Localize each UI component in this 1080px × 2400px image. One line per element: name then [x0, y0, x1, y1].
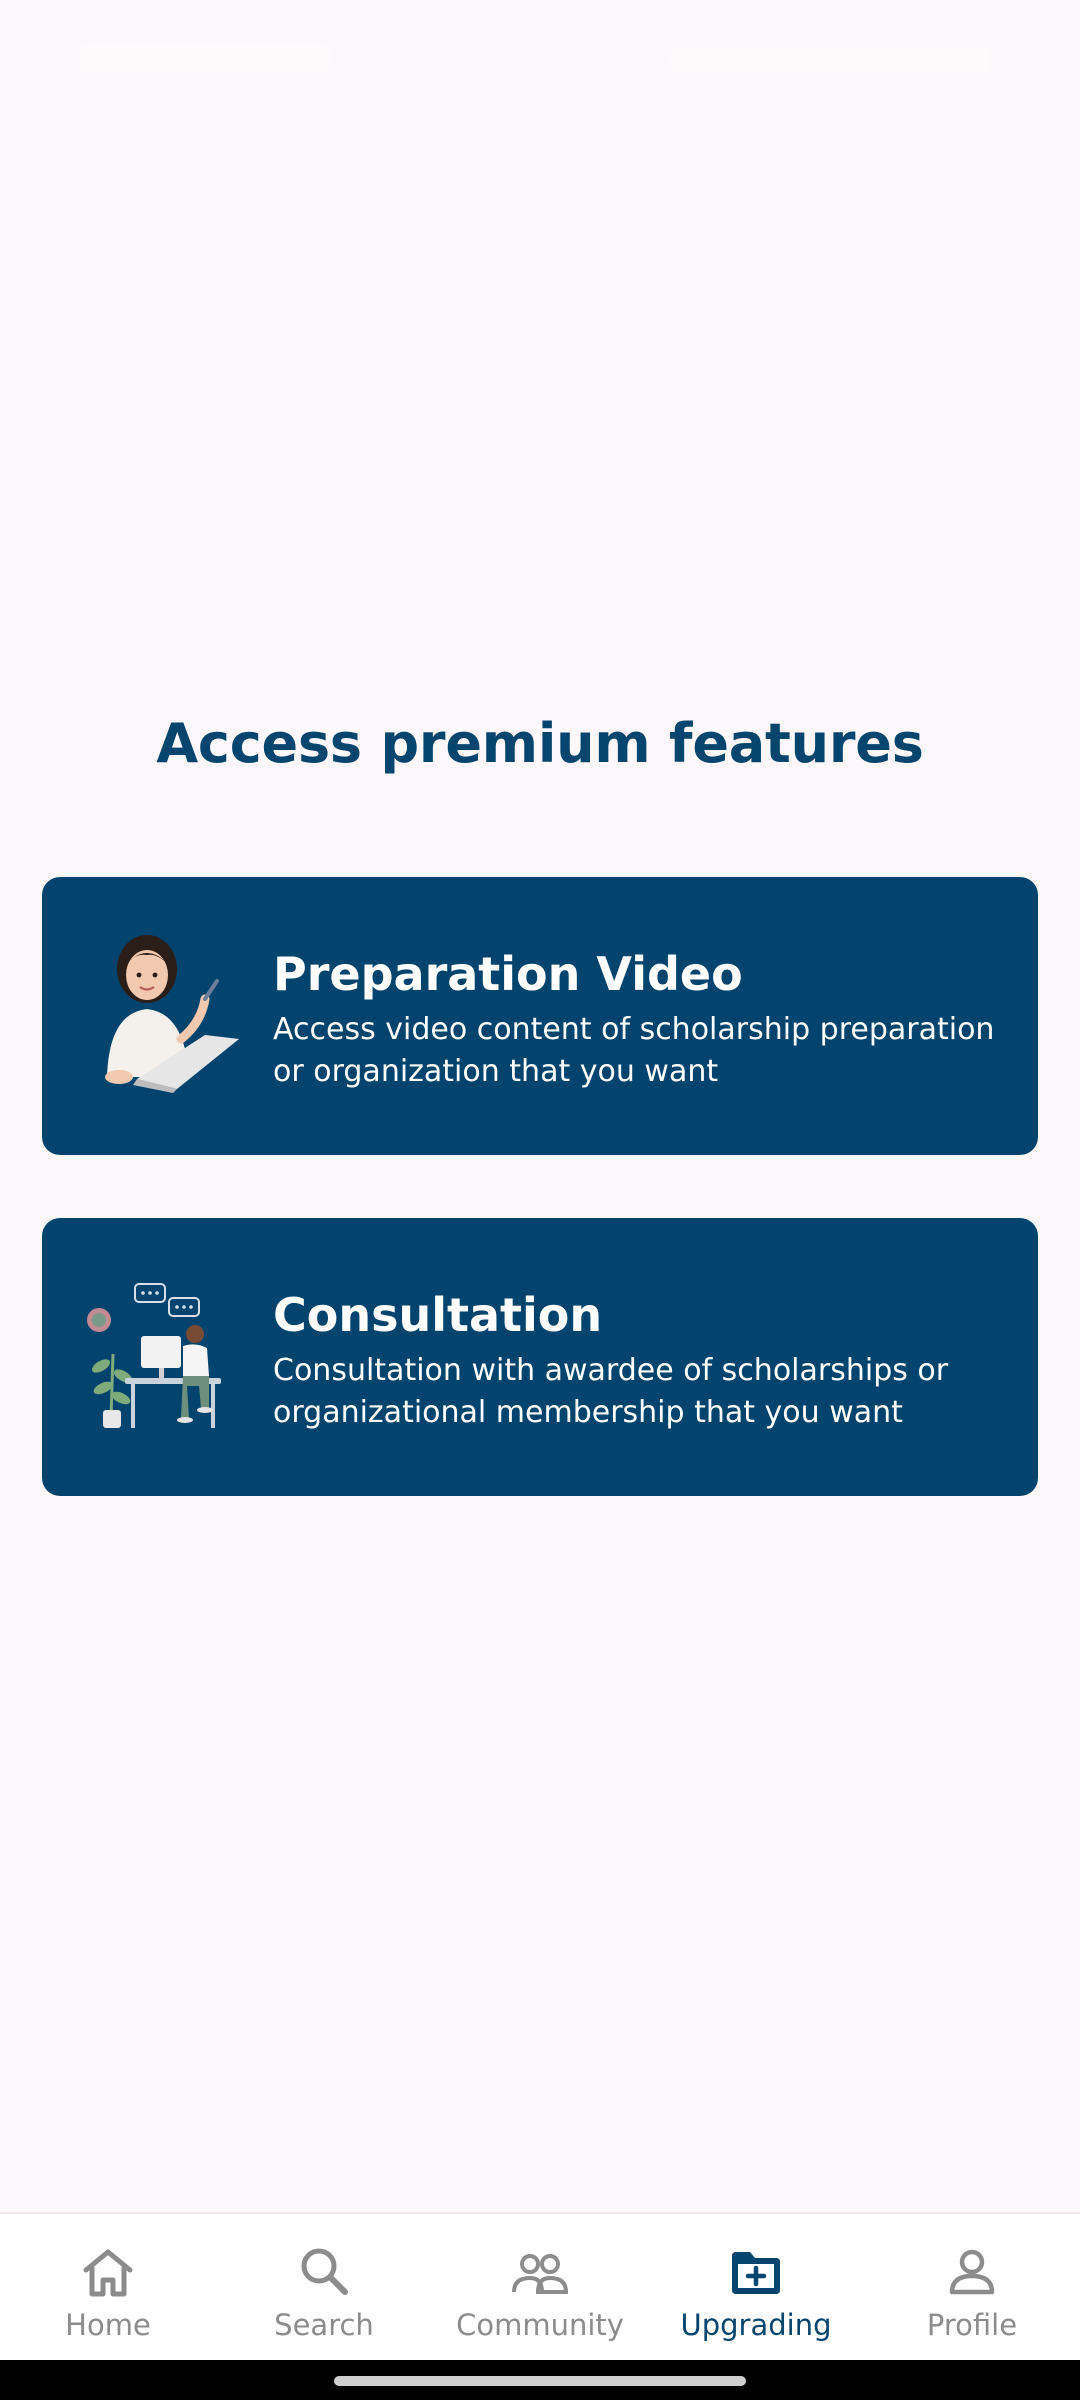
nav-label-profile: Profile	[926, 2308, 1018, 2342]
consultation-title: Consultation	[273, 1288, 603, 1342]
folder-plus-icon	[726, 2242, 786, 2302]
gesture-handle[interactable]	[334, 2376, 746, 2386]
nav-label-community: Community	[456, 2308, 624, 2342]
preparation-video-card[interactable]: Preparation Video Access video content o…	[42, 877, 1038, 1155]
preparation-video-title: Preparation Video	[273, 947, 743, 1001]
nav-item-home[interactable]: Home	[0, 2214, 216, 2362]
nav-label-search: Search	[274, 2308, 374, 2342]
search-icon	[294, 2242, 354, 2302]
status-bar-left	[80, 44, 330, 74]
page-title: Access premium features	[156, 712, 924, 775]
nav-label-home: Home	[65, 2308, 151, 2342]
bottom-navigation: Home Search Community	[0, 2212, 1080, 2362]
home-icon	[78, 2242, 138, 2302]
status-bar	[0, 0, 1080, 120]
nav-item-search[interactable]: Search	[216, 2214, 432, 2362]
nav-item-profile[interactable]: Profile	[864, 2214, 1080, 2362]
system-gesture-bar	[0, 2360, 1080, 2400]
status-bar-right	[670, 46, 990, 72]
person-desk-consultation-illustration	[77, 1268, 247, 1438]
profile-icon	[942, 2242, 1002, 2302]
preparation-video-description: Access video content of scholarship prep…	[273, 1012, 995, 1089]
nav-item-upgrading[interactable]: Upgrading	[648, 2214, 864, 2362]
nav-item-community[interactable]: Community	[432, 2214, 648, 2362]
consultation-description: Consultation with awardee of scholarship…	[273, 1353, 949, 1430]
nav-label-upgrading: Upgrading	[680, 2308, 832, 2342]
consultation-card[interactable]: Consultation Consultation with awardee o…	[42, 1218, 1038, 1496]
community-icon	[510, 2242, 570, 2302]
woman-laptop-illustration	[77, 927, 247, 1097]
